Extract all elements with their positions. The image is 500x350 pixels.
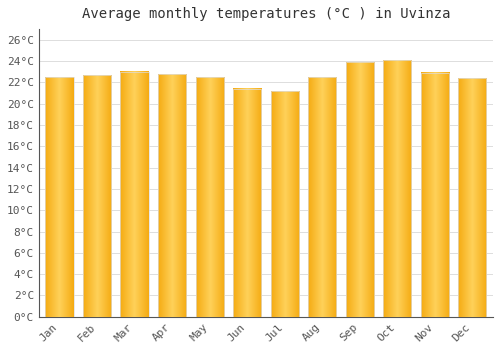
Bar [46,77,74,317]
Title: Average monthly temperatures (°C ) in Uvinza: Average monthly temperatures (°C ) in Uv… [82,7,450,21]
Bar [270,91,299,317]
Bar [120,72,148,317]
Bar [346,62,374,317]
Bar [196,77,224,317]
Bar [383,60,412,317]
Bar [421,73,449,317]
Bar [308,77,336,317]
Bar [233,89,261,317]
Bar [458,78,486,317]
Bar [158,74,186,317]
Bar [83,75,111,317]
